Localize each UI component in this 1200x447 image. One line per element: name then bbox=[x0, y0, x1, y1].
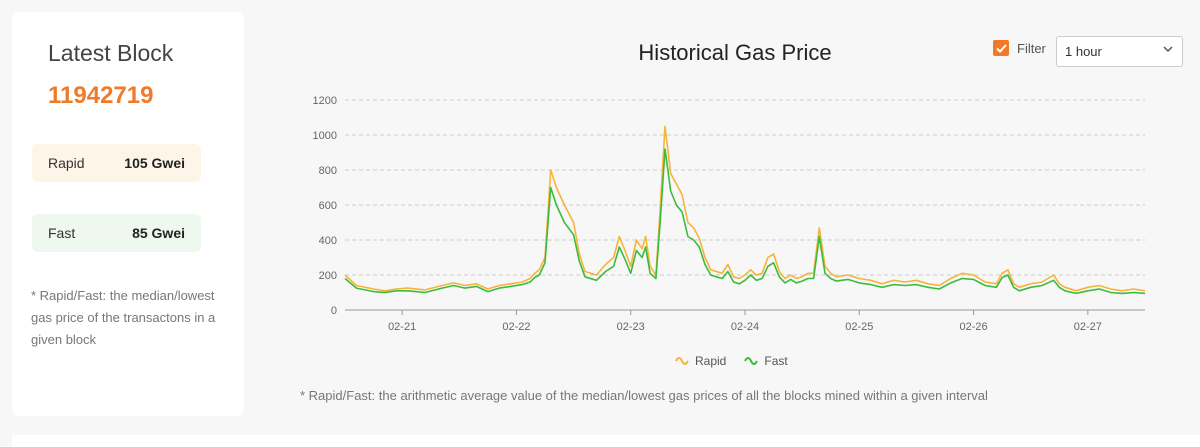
y-tick-label: 200 bbox=[319, 270, 337, 282]
interval-select[interactable]: 1 hour bbox=[1056, 36, 1183, 67]
interval-select-value: 1 hour bbox=[1065, 44, 1102, 59]
y-tick-label: 1200 bbox=[313, 95, 337, 107]
x-tick-label: 02-23 bbox=[617, 321, 645, 333]
series-line-rapid bbox=[344, 125, 1146, 292]
y-tick-label: 400 bbox=[319, 235, 337, 247]
x-tick-label: 02-26 bbox=[960, 321, 988, 333]
x-tick-label: 02-25 bbox=[845, 321, 873, 333]
filter-checkbox[interactable] bbox=[993, 40, 1009, 56]
x-tick-label: 02-27 bbox=[1074, 321, 1102, 333]
y-tick-label: 800 bbox=[319, 165, 337, 177]
bottom-panel bbox=[12, 435, 1200, 447]
legend-rapid-icon bbox=[675, 357, 689, 365]
legend-fast-icon bbox=[744, 357, 759, 365]
latest-block-title: Latest Block bbox=[48, 40, 174, 66]
chart-legend: Rapid Fast bbox=[675, 354, 806, 368]
legend-fast[interactable]: Fast bbox=[744, 354, 788, 368]
fast-price-box: Fast 85 Gwei bbox=[32, 214, 201, 252]
check-icon bbox=[995, 43, 1007, 53]
gas-price-chart: 0 200 400 600 800 1000 1200 02-21 02-22 02-23 02-2… bbox=[313, 95, 1146, 333]
fast-label: Fast bbox=[48, 225, 76, 241]
chevron-down-icon bbox=[1163, 46, 1173, 53]
series-line-fast bbox=[344, 148, 1146, 295]
rapid-label: Rapid bbox=[48, 155, 85, 171]
x-tick-label: 02-24 bbox=[731, 321, 759, 333]
legend-fast-label: Fast bbox=[764, 354, 788, 368]
rapid-value: 105 Gwei bbox=[124, 155, 185, 171]
fast-value: 85 Gwei bbox=[132, 225, 185, 241]
legend-rapid[interactable]: Rapid bbox=[675, 354, 726, 368]
latest-block-note: * Rapid/Fast: the median/lowest gas pric… bbox=[31, 288, 216, 347]
filter-label: Filter bbox=[1017, 40, 1046, 56]
rapid-price-box: Rapid 105 Gwei bbox=[32, 144, 201, 182]
y-tick-label: 0 bbox=[331, 305, 337, 317]
x-tick-label: 02-22 bbox=[502, 321, 530, 333]
y-tick-label: 600 bbox=[319, 200, 337, 212]
y-tick-label: 1000 bbox=[313, 130, 337, 142]
chart-title: Historical Gas Price bbox=[638, 40, 832, 65]
filter-toggle[interactable]: Filter bbox=[993, 40, 1046, 56]
latest-block-number: 11942719 bbox=[48, 82, 154, 109]
chart-footnote: * Rapid/Fast: the arithmetic average val… bbox=[300, 388, 988, 403]
x-tick-label: 02-21 bbox=[388, 321, 416, 333]
legend-rapid-label: Rapid bbox=[695, 354, 727, 368]
